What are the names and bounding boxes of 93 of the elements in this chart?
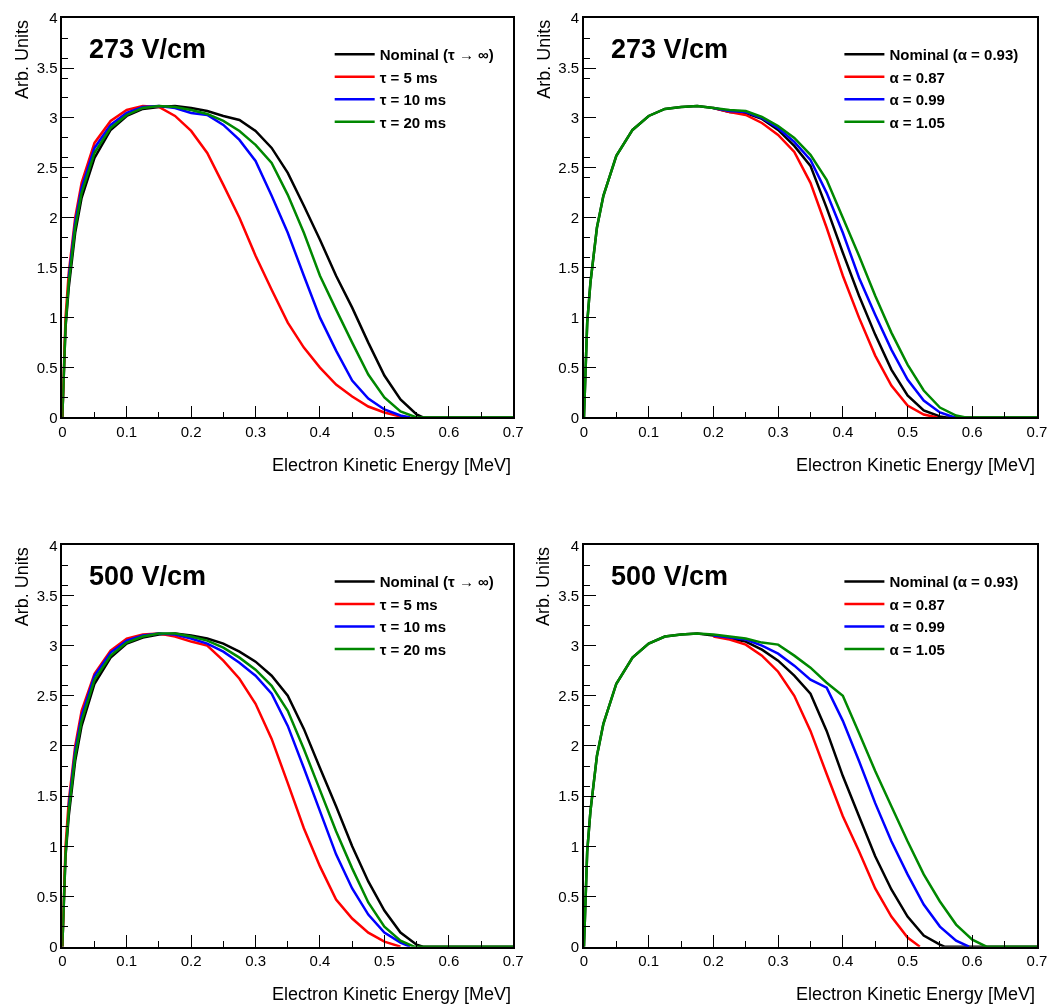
legend-label: α = 0.99 <box>889 618 945 636</box>
x-tick-label: 0.4 <box>832 952 854 970</box>
x-tick-label: 0.7 <box>1026 952 1048 970</box>
y-tick-label: 0 <box>49 937 58 955</box>
x-axis-title: Electron Kinetic Energy [MeV] <box>272 984 512 1004</box>
y-tick-label: 4 <box>49 536 58 554</box>
x-axis-title: Electron Kinetic Energy [MeV] <box>796 984 1036 1004</box>
x-tick-label: 0.5 <box>373 952 395 970</box>
y-tick-label: 0 <box>49 408 58 426</box>
y-tick-label: 1 <box>570 837 580 855</box>
legend-label: τ = 5 ms <box>379 68 438 86</box>
y-tick-label: 0.5 <box>558 887 580 905</box>
x-tick-label: 0.5 <box>897 423 918 441</box>
y-tick-label: 3.5 <box>558 586 580 604</box>
y-tick-label: 2 <box>49 209 58 227</box>
y-tick-label: 3.5 <box>36 586 58 604</box>
y-tick-label: 2 <box>570 209 580 227</box>
y-tick-label: 1.5 <box>558 258 580 276</box>
y-tick-label: 4 <box>570 9 580 27</box>
y-tick-label: 2 <box>570 737 580 755</box>
x-tick-label: 0.4 <box>832 423 854 441</box>
legend-label: Nominal (τ → ∞) <box>379 46 494 64</box>
y-tick-label: 0 <box>570 408 580 426</box>
y-tick-label: 1.5 <box>36 258 58 276</box>
y-tick-label: 4 <box>570 536 580 554</box>
y-tick-label: 3.5 <box>558 59 580 77</box>
y-tick-label: 2 <box>49 737 58 755</box>
text: 500 V/cm <box>611 561 729 591</box>
y-tick-label: 3 <box>49 636 58 654</box>
y-tick-label: 2.5 <box>558 159 580 177</box>
x-tick-label: 0.6 <box>961 423 983 441</box>
x-axis-title: Electron Kinetic Energy [MeV] <box>272 455 512 475</box>
legend-label: τ = 5 ms <box>379 595 438 613</box>
text: 500 V/cm <box>89 561 207 591</box>
y-tick-label: 4 <box>49 9 58 27</box>
y-tick-label: 2.5 <box>558 687 580 705</box>
legend-label: τ = 20 ms <box>379 640 447 658</box>
x-tick-label: 0.5 <box>373 423 395 441</box>
legend-label: τ = 10 ms <box>379 91 447 109</box>
y-axis-title: Arb. Units <box>11 20 32 100</box>
x-tick-label: 0.3 <box>767 952 789 970</box>
x-tick-label: 0.6 <box>438 952 460 970</box>
legend-label: α = 0.87 <box>889 68 945 86</box>
x-tick-label: 0.7 <box>502 423 524 441</box>
x-tick-label: 0.7 <box>1026 423 1048 441</box>
legend-label: α = 1.05 <box>889 113 945 131</box>
y-tick-label: 3 <box>570 636 580 654</box>
y-tick-label: 1 <box>570 308 580 326</box>
x-tick-label: 0.3 <box>767 423 789 441</box>
legend-label: τ = 20 ms <box>379 113 447 131</box>
x-tick-label: 0.7 <box>502 952 524 970</box>
y-axis-title: Arb. Units <box>11 547 32 627</box>
x-axis-title: Electron Kinetic Energy [MeV] <box>796 455 1036 475</box>
x-tick-label: 0.1 <box>116 423 138 441</box>
y-tick-label: 3.5 <box>36 59 58 77</box>
y-tick-label: 3 <box>49 109 58 127</box>
x-tick-label: 0.1 <box>638 423 660 441</box>
line-series <box>712 634 971 947</box>
y-tick-label: 3 <box>570 109 580 127</box>
y-tick-label: 2.5 <box>36 687 58 705</box>
y-tick-label: 0.5 <box>36 887 58 905</box>
legend-label: α = 1.05 <box>889 640 945 658</box>
legend-label: Nominal (τ → ∞) <box>379 573 494 591</box>
legend-label: Nominal (α = 0.93) <box>889 46 1019 64</box>
y-tick-label: 1.5 <box>558 787 580 805</box>
legend-label: α = 0.87 <box>889 595 945 613</box>
x-tick-label: 0.2 <box>180 952 202 970</box>
y-tick-label: 0.5 <box>558 358 580 376</box>
y-axis-title: Arb. Units <box>533 546 554 626</box>
legend-label: α = 0.99 <box>889 91 945 109</box>
x-tick-label: 0.3 <box>245 423 266 441</box>
x-tick-label: 0.3 <box>245 952 266 970</box>
y-tick-label: 2.5 <box>36 159 58 177</box>
x-tick-label: 0.1 <box>116 952 138 970</box>
x-tick-label: 0.5 <box>897 952 918 970</box>
x-tick-label: 0.4 <box>309 952 331 970</box>
text: 273 V/cm <box>89 34 207 64</box>
x-tick-label: 0.6 <box>438 423 460 441</box>
y-tick-label: 1.5 <box>36 787 58 805</box>
x-tick-label: 0.2 <box>702 423 724 441</box>
x-tick-label: 0.4 <box>309 423 331 441</box>
x-tick-label: 0.6 <box>961 952 983 970</box>
legend-label: τ = 10 ms <box>379 618 447 636</box>
y-tick-label: 0 <box>570 937 580 955</box>
y-tick-label: 1 <box>49 837 58 855</box>
legend-label: Nominal (α = 0.93) <box>889 573 1019 591</box>
x-tick-label: 0.2 <box>180 423 202 441</box>
text: 273 V/cm <box>611 34 729 64</box>
x-tick-label: 0.1 <box>638 952 660 970</box>
x-tick-label: 0.2 <box>702 952 724 970</box>
y-tick-label: 1 <box>49 308 58 326</box>
y-axis-title: Arb. Units <box>533 19 554 99</box>
y-tick-label: 0.5 <box>36 358 58 376</box>
